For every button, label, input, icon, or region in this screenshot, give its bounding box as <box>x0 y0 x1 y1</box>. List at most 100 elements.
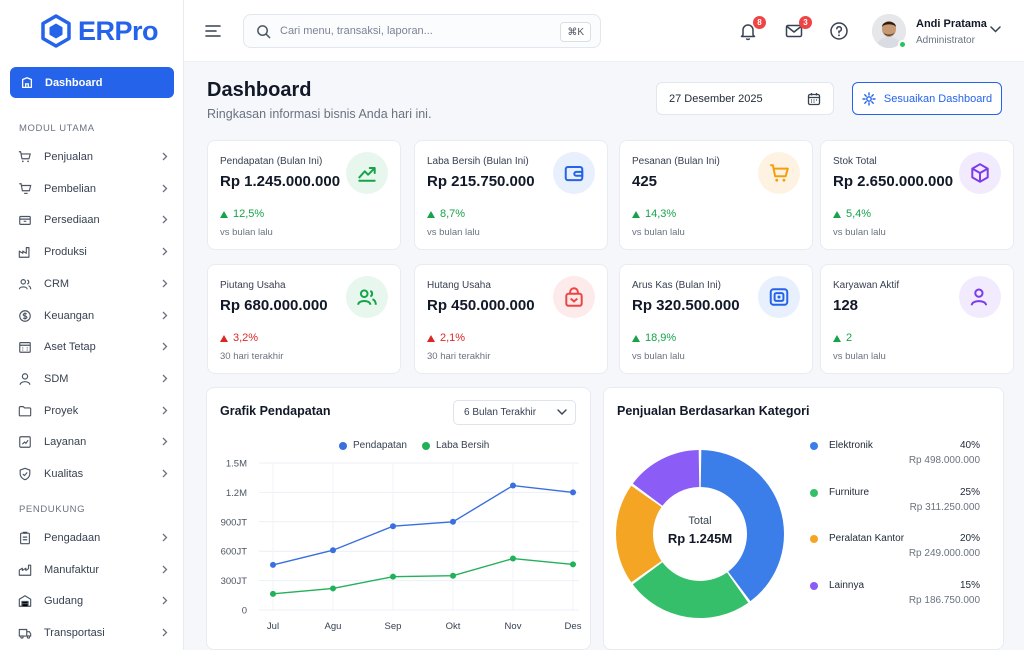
sidebar-item-kualitas[interactable]: Kualitas <box>18 462 168 486</box>
kpi-value: 128 <box>833 297 859 314</box>
kpi-card[interactable]: Piutang Usaha Rp 680.000.000 3,2% 30 har… <box>207 264 401 374</box>
data-point <box>450 518 456 525</box>
kpi-icon-badge <box>959 276 1001 318</box>
kpi-note: 30 hari terakhir <box>427 351 491 362</box>
safe-icon <box>769 288 789 306</box>
sidebar-item-produksi[interactable]: Produksi <box>18 240 168 264</box>
chevron-down-icon[interactable] <box>990 26 1001 33</box>
x-tick-label: Des <box>565 621 582 632</box>
sidebar-item-pembelian[interactable]: Pembelian <box>18 177 168 201</box>
kpi-change: 5,4% <box>833 208 871 220</box>
wallet-icon <box>564 165 584 182</box>
gear-icon <box>862 91 876 106</box>
kpi-change-value: 3,2% <box>233 332 259 344</box>
messages-button[interactable]: 3 <box>784 16 812 43</box>
sidebar-item-manufaktur[interactable]: Manufaktur <box>18 558 168 582</box>
donut-slice-furniture[interactable] <box>632 562 749 618</box>
kpi-label: Arus Kas (Bulan Ini) <box>632 280 721 291</box>
app-logo[interactable]: ERPro <box>40 14 159 48</box>
sidebar-item-label: Kualitas <box>44 468 84 480</box>
sidebar-item-layanan[interactable]: Layanan <box>18 430 168 454</box>
kpi-card[interactable]: Arus Kas (Bulan Ini) Rp 320.500.000 18,9… <box>619 264 813 374</box>
category-amount: Rp 311.250.000 <box>909 501 980 513</box>
sidebar-item-label: Aset Tetap <box>44 341 96 354</box>
x-tick-label: Agu <box>325 621 342 632</box>
y-tick-label: 300JT <box>221 576 248 587</box>
legend-swatch <box>810 442 818 450</box>
purchase-icon <box>19 182 32 194</box>
logo-hexagon-icon <box>41 14 71 48</box>
shopping-cart-icon <box>770 164 789 182</box>
sidebar-item-gudang[interactable]: Gudang <box>18 589 168 613</box>
kpi-card[interactable]: Karyawan Aktif 128 2 vs bulan lalu <box>820 264 1014 374</box>
kpi-change: 3,2% <box>220 332 258 344</box>
revenue-line-chart: 0 300JT 600JT 900JT 1.2M 1.5M Jul Agu Sep Okt Nov D… <box>221 459 582 633</box>
shortcut-hint: ⌘K <box>560 22 591 42</box>
page-subtitle: Ringkasan informasi bisnis Anda hari ini… <box>207 107 432 121</box>
help-button[interactable] <box>829 21 851 43</box>
donut-slice-peralatan-kantor[interactable] <box>616 485 662 583</box>
chevron-right-icon <box>162 533 168 542</box>
donut-slice-lainnya[interactable] <box>632 450 700 506</box>
sidebar-item-label: Manufaktur <box>44 563 100 576</box>
customize-dashboard-button[interactable]: Sesuaikan Dashboard <box>852 82 1002 115</box>
data-point <box>390 523 396 530</box>
kpi-icon-badge <box>346 152 388 194</box>
kpi-card[interactable]: Pesanan (Bulan Ini) 425 14,3% vs bulan l… <box>619 140 813 250</box>
app-name: ERPro <box>78 15 159 46</box>
kpi-card[interactable]: Laba Bersih (Bulan Ini) Rp 215.750.000 8… <box>414 140 608 250</box>
sidebar-item-aset-tetap[interactable]: Aset Tetap <box>18 335 168 359</box>
menu-icon[interactable] <box>205 24 221 38</box>
kpi-label: Karyawan Aktif <box>833 280 900 291</box>
kpi-card[interactable]: Stok Total Rp 2.650.000.000 5,4% vs bula… <box>820 140 1014 250</box>
sidebar-item-persediaan[interactable]: Persediaan <box>18 208 168 232</box>
notifications-button[interactable]: 8 <box>738 16 766 43</box>
kpi-label: Pendapatan (Bulan Ini) <box>220 156 323 167</box>
legend-item-revenue: Pendapatan <box>339 440 407 451</box>
data-point <box>510 482 516 489</box>
legend-swatch <box>810 581 818 590</box>
sidebar-item-proyek[interactable]: Proyek <box>18 399 168 423</box>
category-name: Peralatan Kantor <box>829 533 905 544</box>
kpi-card[interactable]: Pendapatan (Bulan Ini) Rp 1.245.000.000 … <box>207 140 401 250</box>
sidebar-item-label: Layanan <box>44 436 87 449</box>
kpi-note: 30 hari terakhir <box>220 351 284 362</box>
kpi-card[interactable]: Hutang Usaha Rp 450.000.000 2,1% 30 hari… <box>414 264 608 374</box>
sidebar-item-label: Produksi <box>44 246 87 259</box>
sidebar-item-pengadaan[interactable]: Pengadaan <box>18 526 168 550</box>
sidebar-item-penjualan[interactable]: Penjualan <box>18 145 168 169</box>
search-icon <box>257 24 271 38</box>
lock-bag-icon <box>565 287 583 307</box>
search-bar[interactable]: ⌘K <box>243 14 601 48</box>
sidebar-item-crm[interactable]: CRM <box>18 272 168 296</box>
sidebar-item-transportasi[interactable]: Transportasi <box>18 621 168 645</box>
donut-slice-elektronik[interactable] <box>700 450 784 602</box>
home-icon <box>21 76 33 88</box>
y-tick-label: 900JT <box>221 517 248 528</box>
category-percent: 15% <box>959 579 980 591</box>
data-point <box>390 573 396 580</box>
search-input[interactable] <box>280 25 550 37</box>
category-amount: Rp 186.750.000 <box>908 594 980 606</box>
kpi-note: vs bulan lalu <box>220 227 273 238</box>
user-name[interactable]: Andi Pratama <box>916 18 987 30</box>
category-name: Lainnya <box>829 579 865 591</box>
sidebar-item-label: Keuangan <box>44 309 95 322</box>
kpi-note: vs bulan lalu <box>427 227 480 238</box>
sidebar-item-keuangan[interactable]: Keuangan <box>18 304 168 328</box>
mail-icon <box>785 24 803 38</box>
sidebar-item-dashboard[interactable]: Dashboard <box>10 67 174 98</box>
data-point <box>270 561 276 568</box>
sidebar-item-label: Transportasi <box>44 627 105 640</box>
message-badge: 3 <box>799 16 812 29</box>
sidebar-item-sdm[interactable]: SDM <box>18 367 168 391</box>
y-tick-label: 0 <box>242 606 247 617</box>
chevron-right-icon <box>162 406 168 415</box>
help-icon <box>830 22 848 40</box>
date-picker[interactable]: 27 Desember 2025 <box>656 82 834 115</box>
period-select[interactable]: 6 Bulan Terakhir <box>453 400 576 425</box>
chevron-right-icon <box>162 469 168 478</box>
users-icon <box>18 278 32 290</box>
category-chart-panel: Penjualan Berdasarkan Kategori Total Rp … <box>603 387 1004 650</box>
y-tick-label: 600JT <box>221 547 248 558</box>
